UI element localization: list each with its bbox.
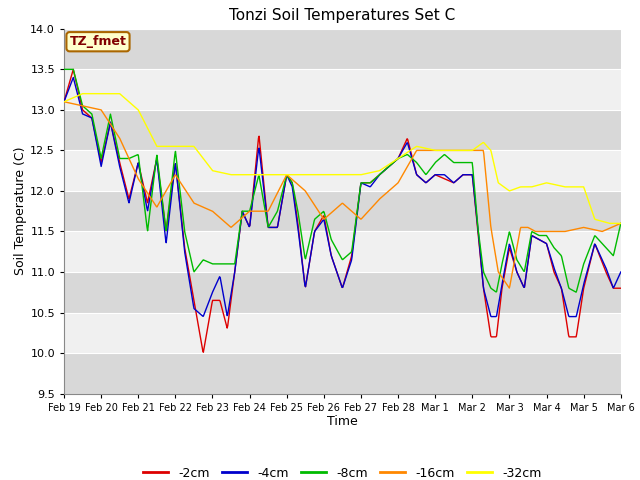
Text: TZ_fmet: TZ_fmet — [70, 35, 127, 48]
Title: Tonzi Soil Temperatures Set C: Tonzi Soil Temperatures Set C — [229, 9, 456, 24]
Bar — [64, 69, 621, 110]
X-axis label: Time: Time — [327, 415, 358, 429]
Y-axis label: Soil Temperature (C): Soil Temperature (C) — [15, 147, 28, 276]
Legend: -2cm, -4cm, -8cm, -16cm, -32cm: -2cm, -4cm, -8cm, -16cm, -32cm — [138, 462, 547, 480]
Bar — [64, 150, 621, 191]
Bar — [64, 231, 621, 272]
Bar — [64, 312, 621, 353]
